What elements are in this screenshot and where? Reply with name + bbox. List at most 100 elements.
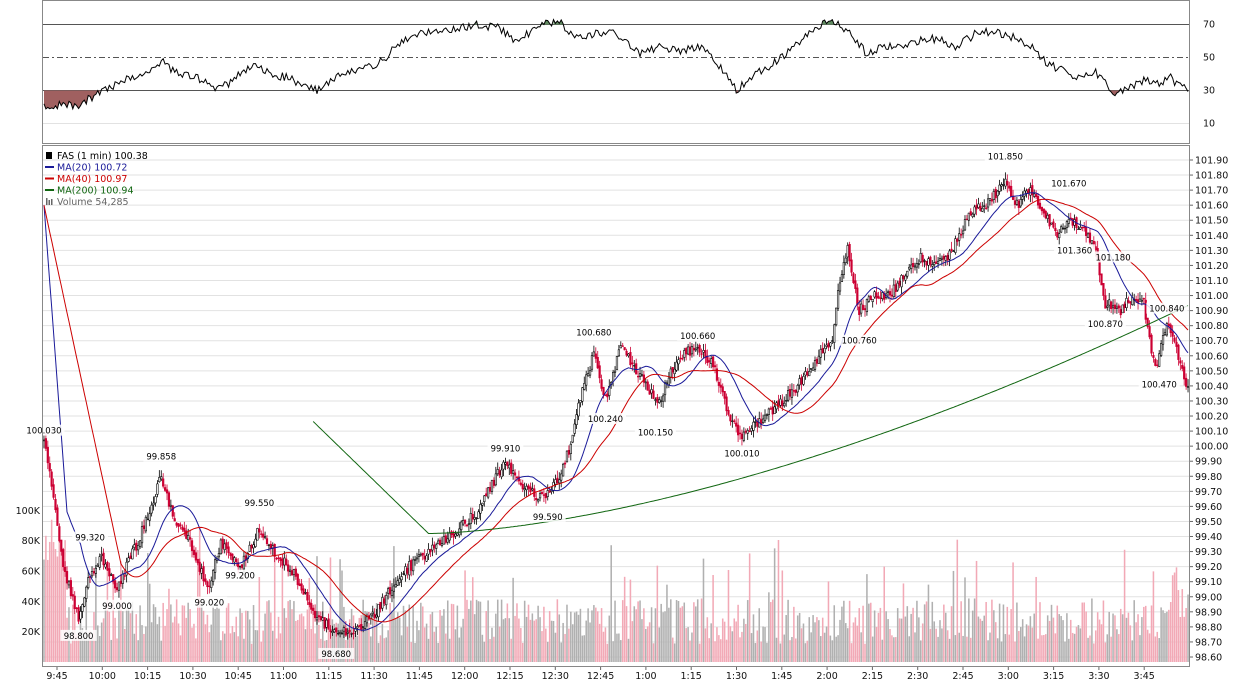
- candle-body: [396, 580, 399, 586]
- candle-body: [640, 374, 644, 376]
- volume-bar: [908, 636, 910, 662]
- candle-body: [375, 614, 378, 618]
- volume-bar: [370, 636, 372, 662]
- volume-bar: [91, 637, 93, 662]
- volume-bar: [825, 626, 828, 662]
- candle-body: [1154, 359, 1157, 366]
- candle-body: [158, 477, 161, 483]
- volume-bar: [327, 622, 330, 662]
- candle-body: [617, 349, 620, 357]
- candle-body: [873, 291, 876, 298]
- candle-body: [1079, 226, 1082, 230]
- volume-bar: [966, 636, 968, 662]
- volume-bar: [675, 600, 678, 662]
- candle-body: [242, 555, 246, 570]
- volume-bar: [110, 639, 113, 662]
- candle-body: [408, 561, 411, 576]
- price-tick-label: 101.40: [1195, 231, 1228, 242]
- volume-bar: [743, 618, 745, 662]
- volume-bar: [537, 605, 539, 662]
- candle-body: [744, 430, 747, 433]
- candle-body: [942, 255, 945, 260]
- volume-bar: [989, 632, 991, 662]
- candle-body: [1019, 199, 1022, 207]
- candle-body: [452, 532, 455, 538]
- volume-bar: [689, 640, 691, 662]
- volume-bar: [333, 623, 336, 662]
- volume-bar: [264, 613, 266, 662]
- candle-body: [1035, 194, 1038, 198]
- candle-body: [462, 520, 465, 525]
- volume-bar: [852, 622, 855, 662]
- volume-bar: [879, 607, 882, 662]
- legend-volume-icon: [51, 199, 53, 205]
- ma200-line: [312, 305, 1189, 534]
- candle-body: [1140, 299, 1143, 302]
- volume-bar: [1171, 575, 1174, 662]
- volume-bar: [1060, 615, 1062, 662]
- price-tick-label: 101.60: [1195, 201, 1228, 212]
- volume-bar: [994, 622, 997, 662]
- volume-bar: [123, 628, 126, 662]
- candle-body: [142, 525, 146, 530]
- candle-body: [629, 352, 632, 366]
- candle-body: [506, 461, 509, 467]
- volume-bar: [648, 622, 651, 662]
- candle-body: [250, 545, 253, 549]
- volume-bar: [1069, 619, 1072, 662]
- candle-body: [902, 275, 905, 280]
- candle-body: [279, 557, 282, 562]
- time-tick-label: 10:45: [225, 671, 252, 682]
- candle-body: [515, 476, 519, 479]
- volume-bar: [1104, 642, 1107, 662]
- candle-body: [829, 342, 832, 347]
- volume-bar: [1127, 612, 1130, 662]
- volume-bar: [1179, 617, 1182, 662]
- time-tick-label: 2:15: [862, 671, 883, 682]
- volume-bar: [610, 545, 612, 662]
- candle-body: [896, 282, 899, 291]
- volume-bar: [318, 624, 320, 662]
- price-callout: 98.680: [321, 650, 351, 660]
- candle-body: [848, 244, 851, 262]
- volume-bar: [445, 633, 447, 662]
- volume-bar: [425, 623, 428, 662]
- candle-body: [112, 574, 115, 583]
- volume-bar: [1023, 636, 1026, 662]
- volume-bar: [385, 637, 387, 662]
- candle-body: [1010, 185, 1013, 197]
- volume-bar: [160, 640, 163, 662]
- volume-bar: [412, 606, 414, 662]
- candle-body: [265, 538, 269, 545]
- volume-bar: [758, 608, 761, 662]
- candle-body: [185, 530, 188, 539]
- volume-bar: [845, 623, 847, 662]
- candle-body: [1152, 355, 1155, 358]
- candle-body: [196, 558, 199, 564]
- volume-bar: [254, 630, 257, 662]
- volume-bar: [143, 633, 145, 662]
- volume-bar: [129, 613, 132, 662]
- candle-body: [387, 588, 390, 594]
- candle-body: [654, 399, 657, 401]
- candle-body: [648, 390, 651, 395]
- volume-bar: [637, 601, 639, 662]
- candle-body: [712, 356, 715, 368]
- volume-bar: [919, 640, 922, 662]
- candle-body: [1077, 228, 1080, 230]
- volume-bar: [500, 599, 503, 662]
- price-callout: 99.200: [225, 572, 255, 582]
- candle-body: [1006, 180, 1009, 186]
- volume-bar: [996, 638, 999, 662]
- candle-body: [788, 389, 792, 397]
- volume-bar: [389, 602, 391, 662]
- candle-body: [1061, 227, 1065, 230]
- volume-bar: [625, 606, 628, 662]
- volume-bar: [216, 605, 218, 662]
- candle-body: [544, 493, 547, 499]
- price-tick-label: 101.50: [1195, 216, 1228, 227]
- candle-body: [973, 206, 976, 215]
- volume-bar: [406, 626, 409, 662]
- candle-body: [565, 450, 569, 463]
- callout-bg: [1092, 251, 1134, 263]
